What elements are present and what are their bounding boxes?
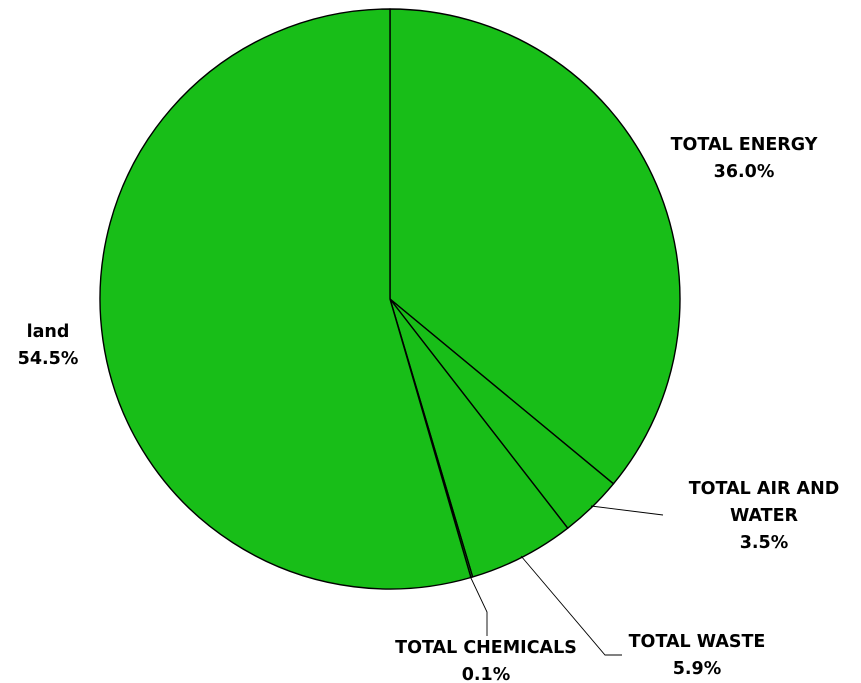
leader-lines [469, 505, 664, 656]
slice-label-land: land [27, 322, 70, 342]
slice-value-total-air-and-water: 3.5% [740, 533, 789, 553]
leader-line-total-air-and-water [590, 505, 664, 516]
slice-value-total-energy: 36.0% [714, 162, 775, 182]
slice-value-total-chemicals: 0.1% [462, 665, 511, 683]
leader-line-total-waste [520, 555, 622, 656]
pie-slice-total-energy [389, 8, 681, 485]
slice-label-total-waste: TOTAL WASTE [629, 632, 766, 652]
slice-value-total-waste: 5.9% [673, 659, 722, 679]
slice-label-total-air-and-water: TOTAL AIR AND [689, 479, 840, 499]
slice-label-total-air-and-water: WATER [730, 506, 799, 526]
slice-label-total-energy: TOTAL ENERGY [671, 135, 818, 155]
slice-value-land: 54.5% [18, 349, 79, 369]
pie-slices [99, 8, 681, 590]
slice-label-total-chemicals: TOTAL CHEMICALS [395, 638, 577, 658]
pie-slice-land [99, 8, 472, 590]
slice-labels: TOTAL ENERGY 36.0% TOTAL AIR AND WATER 3.5% T… [18, 135, 840, 683]
leader-line-total-chemicals [469, 575, 488, 636]
